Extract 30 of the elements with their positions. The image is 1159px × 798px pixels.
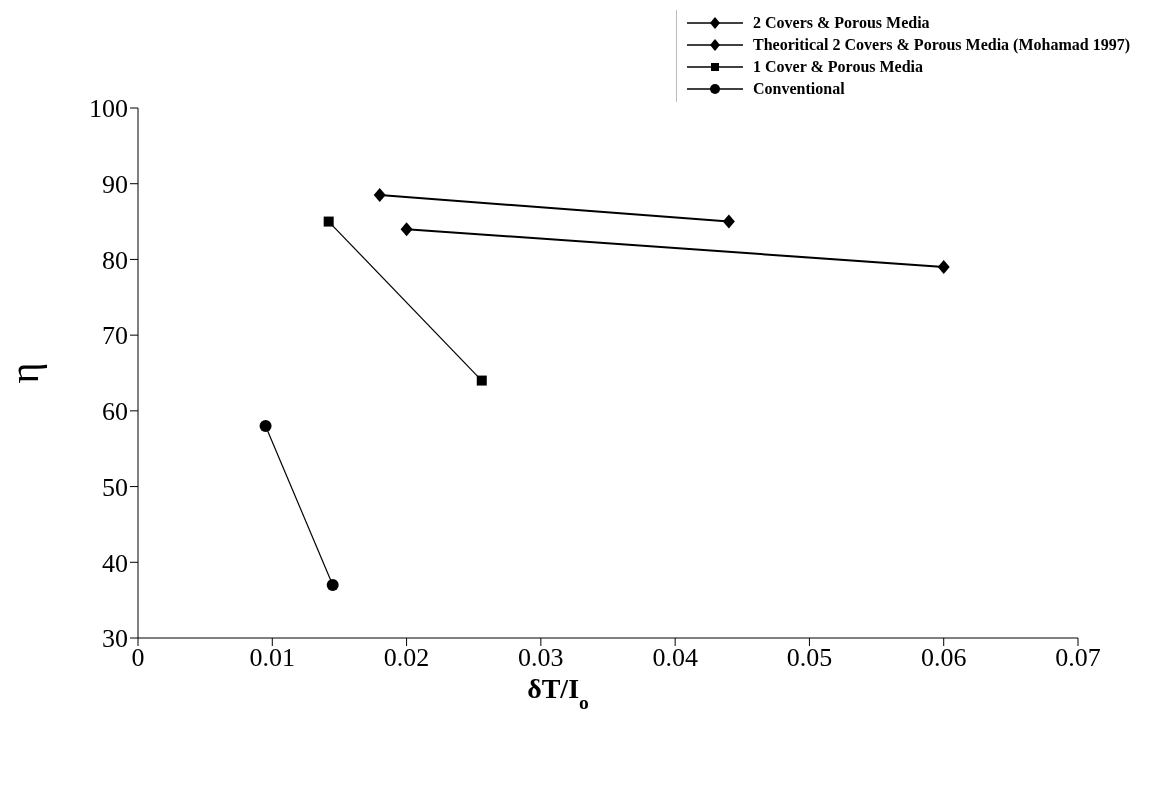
y-tick-label: 60 bbox=[102, 397, 128, 427]
y-tick-label: 90 bbox=[102, 169, 128, 199]
y-tick-label: 50 bbox=[102, 472, 128, 502]
point bbox=[259, 420, 272, 432]
x-tick-label: 0.01 bbox=[249, 643, 296, 673]
y-tick-label: 70 bbox=[102, 321, 128, 351]
point bbox=[476, 375, 487, 386]
legend-label: Theoritical 2 Covers & Porous Media (Mohamad 1997) bbox=[753, 36, 1130, 54]
point bbox=[323, 216, 334, 227]
y-axis-title: η bbox=[2, 362, 47, 384]
x-tick-label: 0.07 bbox=[1055, 643, 1101, 673]
legend-label: 2 Covers & Porous Media bbox=[753, 14, 930, 32]
y-tick-label: 30 bbox=[102, 624, 128, 654]
x-tick-label: 0.02 bbox=[383, 643, 430, 673]
x-axis-title: δT/I$_{o}$ bbox=[527, 673, 590, 713]
x-tick-label: 0 bbox=[131, 643, 145, 673]
y-tick-label: 80 bbox=[102, 245, 128, 275]
legend-label: 1 Cover & Porous Media bbox=[753, 58, 924, 76]
x-tick-label: 0.05 bbox=[786, 643, 833, 673]
x-tick-label: 0.03 bbox=[518, 643, 564, 673]
y-tick-label: 40 bbox=[102, 548, 128, 578]
point bbox=[400, 222, 413, 237]
x-tick-label: 0.06 bbox=[920, 643, 967, 673]
point bbox=[326, 579, 339, 591]
x-tick-label: 0.04 bbox=[652, 643, 698, 673]
y-tick-label: 100 bbox=[89, 94, 128, 124]
point bbox=[722, 214, 735, 229]
legend-label: Conventional bbox=[753, 80, 845, 98]
point bbox=[937, 260, 950, 274]
point bbox=[373, 188, 386, 203]
